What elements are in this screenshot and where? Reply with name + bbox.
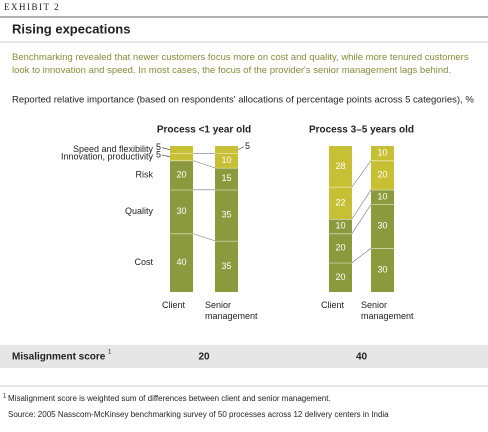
value-label: 15 — [221, 173, 231, 183]
bar-segment — [215, 153, 238, 168]
score-value: 40 — [356, 352, 368, 363]
x-tick-label: Client — [321, 300, 345, 310]
bar-segment — [215, 146, 238, 154]
value-label: 35 — [221, 261, 231, 271]
bar-segment — [215, 167, 238, 190]
connector — [351, 247, 372, 264]
score-marker: 1 — [108, 350, 112, 356]
bar-segment — [329, 262, 352, 292]
measure: Reported relative importance (based on r… — [12, 95, 474, 106]
value-label: 10 — [377, 148, 387, 158]
value-label: 10 — [221, 155, 231, 165]
legend-label: Risk — [136, 170, 154, 180]
value-label: 20 — [176, 170, 186, 180]
x-tick-label: Senior management — [205, 300, 258, 321]
bar-segment — [215, 240, 238, 292]
footnote-marker: 1 — [3, 394, 7, 400]
bar-segment — [170, 146, 193, 154]
leader — [161, 154, 171, 158]
bar-segment — [371, 146, 394, 161]
connector — [351, 189, 372, 220]
value-label: 35 — [221, 210, 231, 220]
bar-segment — [329, 219, 352, 234]
x-tick-label: Senior management — [361, 300, 414, 321]
x-tick-label: Client — [162, 300, 186, 310]
legend-label: Innovation, productivity — [61, 151, 154, 161]
value-label: 20 — [335, 272, 345, 282]
value-label: 5 — [156, 149, 161, 159]
legend-label: Cost — [134, 257, 153, 267]
subtitle: Benchmarking revealed that newer custome… — [12, 52, 469, 76]
bar-segment — [170, 160, 193, 190]
source: Source: 2005 Nasscom-McKinsey benchmarki… — [8, 410, 389, 419]
title: Rising expecations — [12, 21, 130, 36]
value-label: 30 — [176, 206, 186, 216]
bar-segment — [371, 248, 394, 292]
value-label: 40 — [176, 257, 186, 267]
leader — [161, 147, 171, 150]
panel-title: Process <1 year old — [157, 125, 251, 136]
score-band — [0, 345, 488, 368]
value-label: 10 — [377, 191, 387, 201]
panel-title: Process 3–5 years old — [309, 125, 414, 136]
connector — [351, 204, 372, 234]
value-label: 20 — [335, 243, 345, 253]
score-value: 20 — [198, 352, 210, 363]
value-label: 22 — [335, 197, 345, 207]
value-label: 5 — [245, 141, 250, 151]
exhibit-label: EXHIBIT 2 — [4, 2, 60, 12]
bar-segment — [371, 204, 394, 249]
bar-segment — [170, 153, 193, 161]
connector — [351, 160, 372, 188]
bar-segment — [371, 160, 394, 190]
value-label: 28 — [335, 161, 345, 171]
connector — [192, 233, 216, 242]
bar-segment — [215, 189, 238, 241]
bar-segment — [329, 146, 352, 187]
value-label: 30 — [377, 264, 387, 274]
leader — [237, 146, 245, 150]
legend-label: Speed and flexibility — [73, 144, 154, 154]
value-label: 30 — [377, 221, 387, 231]
footnote: Misalignment score is weighted sum of di… — [8, 394, 331, 403]
legend-label: Quality — [125, 206, 154, 216]
value-label: 10 — [335, 221, 345, 231]
bar-segment — [329, 233, 352, 263]
value-label: 20 — [377, 170, 387, 180]
value-label: 5 — [156, 142, 161, 152]
bar-segment — [170, 189, 193, 234]
bar-segment — [170, 233, 193, 292]
connector — [192, 160, 216, 169]
score-label: Misalignment score — [12, 352, 106, 363]
bar-segment — [371, 189, 394, 205]
bar-segment — [329, 186, 352, 219]
